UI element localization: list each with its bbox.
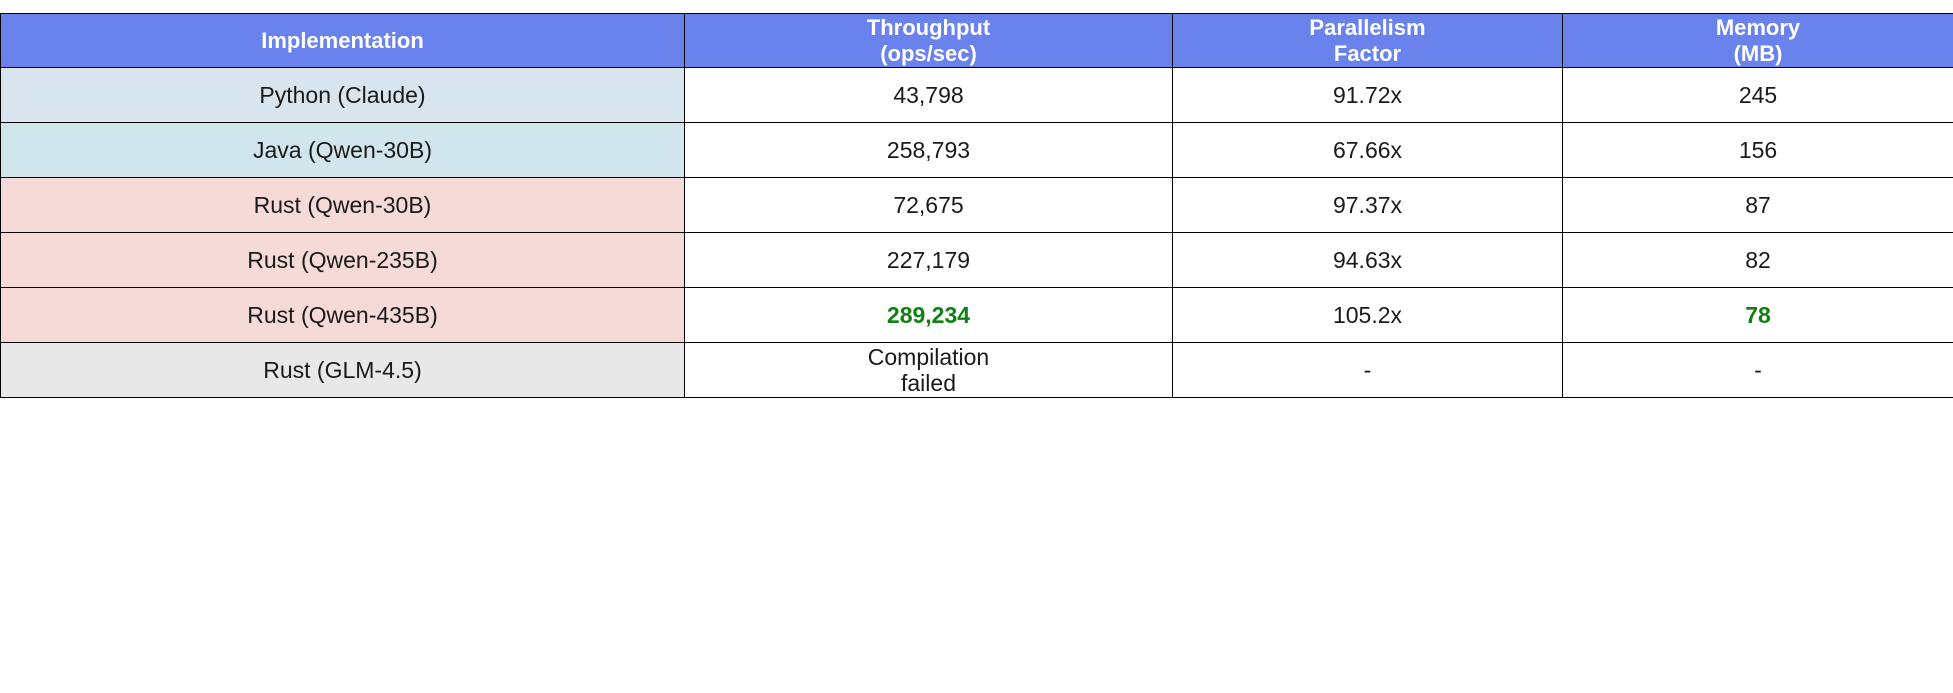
cell-throughput-text: 43,798 [893,82,964,108]
header-memory: Memory (MB) [1562,13,1953,68]
cell-throughput-text: Compilation [867,344,990,370]
cell-memory: 82 [1562,232,1953,288]
cell-implementation: Rust (GLM-4.5) [0,342,685,398]
cell-parallelism: 97.37x [1172,177,1563,233]
header-memory-line: Memory [1715,14,1801,40]
header-throughput-line: Throughput [866,14,991,40]
header-throughput: Throughput (ops/sec) [684,13,1173,68]
cell-throughput-text: 289,234 [886,302,971,328]
cell-memory: 245 [1562,67,1953,123]
cell-parallelism: 91.72x [1172,67,1563,123]
cell-throughput-text: 72,675 [893,192,964,218]
header-parallelism: Parallelism Factor [1172,13,1563,68]
header-implementation: Implementation [0,13,685,68]
header-parallelism-line: Factor [1333,40,1402,66]
header-memory-line: (MB) [1733,40,1783,66]
cell-implementation: Rust (Qwen-235B) [0,232,685,288]
cell-throughput: 227,179 [684,232,1173,288]
cell-throughput: 43,798 [684,67,1173,123]
cell-throughput-text: 227,179 [886,247,971,273]
cell-throughput-text: failed [901,370,956,396]
cell-memory: 78 [1562,287,1953,343]
cell-implementation: Rust (Qwen-30B) [0,177,685,233]
cell-implementation: Java (Qwen-30B) [0,122,685,178]
table-row: Rust (Qwen-235B) 227,179 94.63x 82 [0,232,1953,288]
cell-memory: - [1562,342,1953,398]
cell-throughput: 289,234 [684,287,1173,343]
cell-throughput: Compilation failed [684,342,1173,398]
table-row: Rust (Qwen-435B) 289,234 105.2x 78 [0,287,1953,343]
table-body: Python (Claude) 43,798 91.72x 245 Java (Qwen… [0,67,1953,398]
header-implementation-line: Implementation [261,27,424,53]
cell-implementation: Rust (Qwen-435B) [0,287,685,343]
cell-parallelism: - [1172,342,1563,398]
header-throughput-line: (ops/sec) [880,40,977,66]
table-row: Python (Claude) 43,798 91.72x 245 [0,67,1953,123]
cell-throughput: 72,675 [684,177,1173,233]
cell-parallelism: 94.63x [1172,232,1563,288]
table-row: Rust (Qwen-30B) 72,675 97.37x 87 [0,177,1953,233]
cell-memory: 87 [1562,177,1953,233]
cell-throughput-text: 258,793 [886,137,971,163]
table-row: Rust (GLM-4.5) Compilation failed - - [0,342,1953,398]
cell-implementation: Python (Claude) [0,67,685,123]
cell-parallelism: 105.2x [1172,287,1563,343]
table-header-row: Implementation Throughput (ops/sec) Paralle… [0,13,1953,68]
table-row: Java (Qwen-30B) 258,793 67.66x 156 [0,122,1953,178]
header-parallelism-line: Parallelism [1309,14,1426,40]
cell-parallelism: 67.66x [1172,122,1563,178]
results-table: Implementation Throughput (ops/sec) Paralle… [0,13,1953,398]
results-table-container: Implementation Throughput (ops/sec) Paralle… [0,13,1953,398]
cell-throughput: 258,793 [684,122,1173,178]
cell-memory: 156 [1562,122,1953,178]
